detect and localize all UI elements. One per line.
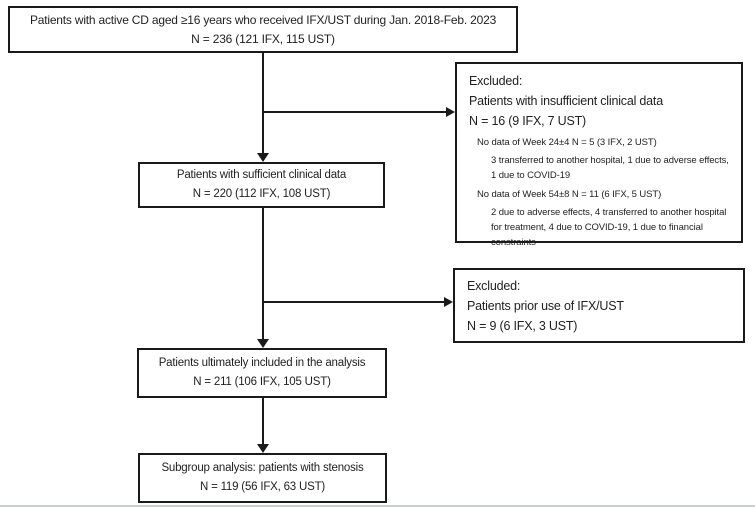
- connector-sufficient-to-included: [262, 208, 264, 340]
- excluded-2-title: Excluded:: [467, 278, 521, 293]
- enrollment-box: Patients with active CD aged ≥16 years w…: [8, 6, 518, 53]
- enrollment-box-count: N = 236 (121 IFX, 115 UST): [191, 31, 335, 46]
- excluded-prior-use-box: Excluded: Patients prior use of IFX/UST …: [453, 268, 745, 343]
- arrowhead-right-exclusion-1: [446, 107, 455, 117]
- connector-branch-exclusion-1: [263, 111, 447, 113]
- arrowhead-right-exclusion-2: [444, 297, 453, 307]
- excluded-insufficient-data-box: Excluded: Patients with insufficient cli…: [455, 62, 743, 248]
- subgroup-analysis-box: Subgroup analysis: patients with stenosi…: [138, 453, 387, 503]
- arrowhead-down-included: [257, 339, 269, 348]
- excluded-1-detail-week54-reasons: 2 due to adverse effects, 4 transferred …: [491, 207, 727, 248]
- sufficient-data-count: N = 220 (112 IFX, 108 UST): [192, 188, 331, 200]
- connector-top-to-sufficient: [262, 53, 264, 154]
- excluded-1-reason: Patients with insufficient clinical data: [469, 94, 663, 108]
- excluded-2-count: N = 9 (6 IFX, 3 UST): [467, 318, 578, 333]
- excluded-1-detail-week54: No data of Week 54±8 N = 11 (6 IFX, 5 US…: [477, 189, 662, 200]
- excluded-1-title: Excluded:: [469, 74, 523, 88]
- subgroup-analysis-line1: Subgroup analysis: patients with stenosi…: [161, 462, 364, 474]
- subgroup-analysis-count: N = 119 (56 IFX, 63 UST): [199, 481, 326, 493]
- sufficient-data-box: Patients with sufficient clinical data N…: [138, 162, 385, 208]
- excluded-1-detail-week24-reasons: 3 transferred to another hospital, 1 due…: [491, 155, 729, 181]
- connector-branch-exclusion-2: [263, 301, 445, 303]
- sufficient-data-line1: Patients with sufficient clinical data: [176, 169, 347, 181]
- enrollment-box-line1: Patients with active CD aged ≥16 years w…: [29, 12, 497, 27]
- connector-included-to-subgroup: [262, 398, 264, 445]
- included-analysis-line1: Patients ultimately included in the anal…: [158, 357, 366, 369]
- excluded-2-reason: Patients prior use of IFX/UST: [467, 298, 624, 313]
- excluded-1-detail-week24: No data of Week 24±4 N = 5 (3 IFX, 2 UST…: [477, 137, 657, 148]
- included-analysis-count: N = 211 (106 IFX, 105 UST): [193, 376, 331, 388]
- arrowhead-down-sufficient: [257, 153, 269, 162]
- excluded-1-count: N = 16 (9 IFX, 7 UST): [469, 114, 587, 128]
- arrowhead-down-subgroup: [257, 444, 269, 453]
- included-analysis-box: Patients ultimately included in the anal…: [137, 348, 387, 398]
- figure-bottom-rule: [0, 505, 755, 507]
